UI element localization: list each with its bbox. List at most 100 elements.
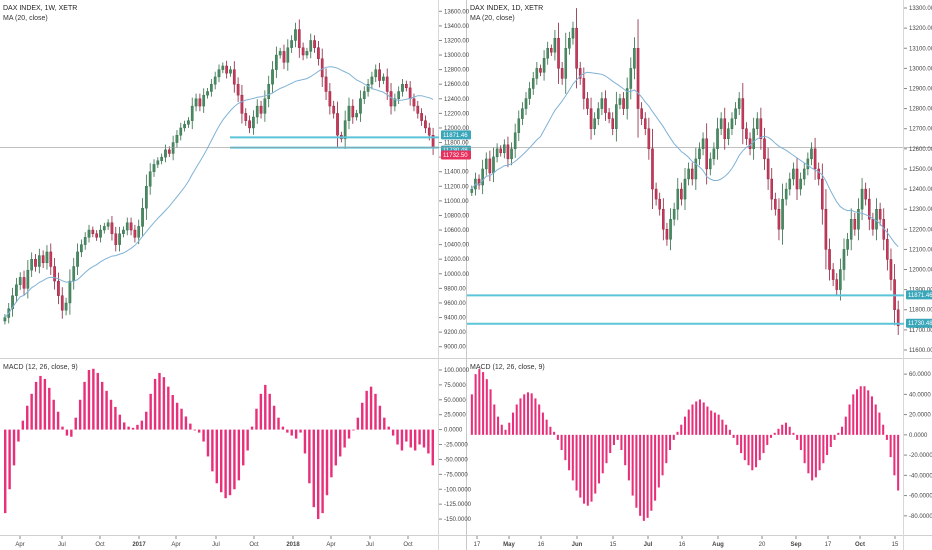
candles-group bbox=[3, 19, 435, 325]
candle-body bbox=[236, 84, 240, 96]
macd-bar bbox=[21, 420, 25, 430]
candle-body bbox=[99, 229, 102, 238]
candle-body bbox=[665, 229, 669, 240]
candle-body bbox=[37, 255, 41, 267]
candle-body bbox=[95, 233, 99, 238]
x-tick-label: Jul bbox=[58, 542, 66, 548]
macd-bar bbox=[728, 429, 731, 435]
candle-body bbox=[72, 266, 76, 282]
macd-bar bbox=[171, 395, 174, 430]
candle-body bbox=[864, 188, 867, 200]
indicator-label: MA (20, close) bbox=[3, 15, 48, 22]
candle-body bbox=[145, 186, 148, 209]
macd-bar bbox=[325, 429, 329, 496]
macd-bar bbox=[140, 420, 144, 430]
macd-bar bbox=[650, 434, 653, 511]
candle-body bbox=[669, 219, 672, 240]
macd-bar bbox=[489, 389, 492, 435]
macd-bar bbox=[796, 434, 799, 440]
macd-bar bbox=[52, 399, 55, 430]
macd-y-tick-label: -80.0000 bbox=[909, 514, 932, 520]
macd-bar bbox=[758, 434, 761, 461]
macd-bar bbox=[799, 434, 802, 451]
macd-bar bbox=[601, 434, 604, 474]
macd-bar bbox=[837, 432, 840, 435]
x-tick-label: 16 bbox=[538, 542, 545, 548]
macd-bar bbox=[504, 429, 507, 435]
macd-bar bbox=[792, 432, 795, 435]
candle-body bbox=[484, 158, 488, 170]
candle-body bbox=[849, 219, 853, 240]
candle-body bbox=[213, 76, 217, 85]
candle-body bbox=[680, 188, 683, 200]
macd-bar bbox=[553, 431, 556, 435]
candle-body bbox=[206, 91, 209, 96]
candle-body bbox=[503, 144, 506, 154]
candle-body bbox=[676, 188, 680, 210]
macd-bar bbox=[83, 381, 86, 430]
macd-bar bbox=[330, 429, 333, 478]
macd-bar bbox=[387, 426, 390, 430]
macd-bar bbox=[391, 429, 395, 436]
candle-body bbox=[164, 149, 167, 158]
macd-bar bbox=[312, 429, 315, 508]
macd-bar bbox=[534, 398, 537, 435]
macd-bar bbox=[698, 399, 701, 435]
macd-bar bbox=[661, 434, 664, 476]
y-tick-label: 9600.00 bbox=[444, 301, 466, 307]
macd-bar bbox=[409, 429, 412, 448]
candle-body bbox=[770, 178, 774, 200]
macd-bar bbox=[361, 402, 364, 430]
macd-bar bbox=[281, 426, 285, 430]
y-tick-label: 13100.00 bbox=[909, 46, 932, 52]
candle-body bbox=[366, 84, 370, 92]
candle-body bbox=[658, 198, 661, 210]
macd-bar bbox=[316, 429, 320, 520]
candle-body bbox=[194, 98, 198, 107]
y-tick-label: 12600.00 bbox=[909, 147, 932, 153]
candle-body bbox=[255, 105, 259, 118]
macd-bar bbox=[515, 404, 518, 435]
candle-body bbox=[404, 84, 408, 89]
candle-body bbox=[810, 148, 813, 160]
y-tick-label: 12100.00 bbox=[909, 247, 932, 253]
y-tick-label: 9200.00 bbox=[444, 330, 466, 336]
candle-body bbox=[701, 138, 705, 150]
macd-bar bbox=[788, 426, 791, 435]
macd-bar bbox=[669, 434, 672, 451]
y-tick-label: 12300.00 bbox=[909, 207, 932, 213]
macd-y-tick-label: 0.0000 bbox=[909, 433, 928, 439]
candle-body bbox=[87, 229, 91, 238]
macd-bar bbox=[339, 429, 342, 457]
candle-body bbox=[636, 48, 640, 109]
macd-bar bbox=[508, 422, 511, 435]
candle-body bbox=[202, 94, 206, 107]
macd-bar bbox=[206, 429, 210, 457]
macd-bar bbox=[259, 393, 263, 430]
candle-body bbox=[860, 188, 864, 210]
macd-bar bbox=[725, 424, 728, 435]
macd-bar bbox=[586, 434, 589, 506]
macd-bar bbox=[70, 429, 73, 437]
y-tick-label: 10800.00 bbox=[444, 213, 470, 219]
candle-body bbox=[611, 118, 615, 129]
candle-body bbox=[229, 69, 232, 74]
candle-body bbox=[640, 108, 643, 119]
y-tick-label: 9400.00 bbox=[444, 316, 466, 322]
macd-bar bbox=[334, 429, 338, 466]
macd-bar bbox=[418, 429, 421, 445]
macd-y-tick-label: -100.0000 bbox=[444, 487, 472, 493]
candle-body bbox=[259, 105, 263, 114]
macd-bar bbox=[321, 429, 324, 514]
x-tick-label: 15 bbox=[610, 542, 617, 548]
x-tick-label: Oct bbox=[95, 542, 105, 548]
y-tick-label: 10000.00 bbox=[444, 272, 470, 278]
candle-body bbox=[114, 233, 118, 245]
candle-body bbox=[651, 148, 654, 190]
candle-body bbox=[171, 142, 175, 154]
candle-body bbox=[232, 69, 236, 85]
level-price-badge bbox=[906, 318, 932, 328]
macd-bar bbox=[78, 399, 82, 430]
macd-bar bbox=[889, 434, 892, 458]
y-tick-label: 12000.00 bbox=[444, 126, 470, 132]
